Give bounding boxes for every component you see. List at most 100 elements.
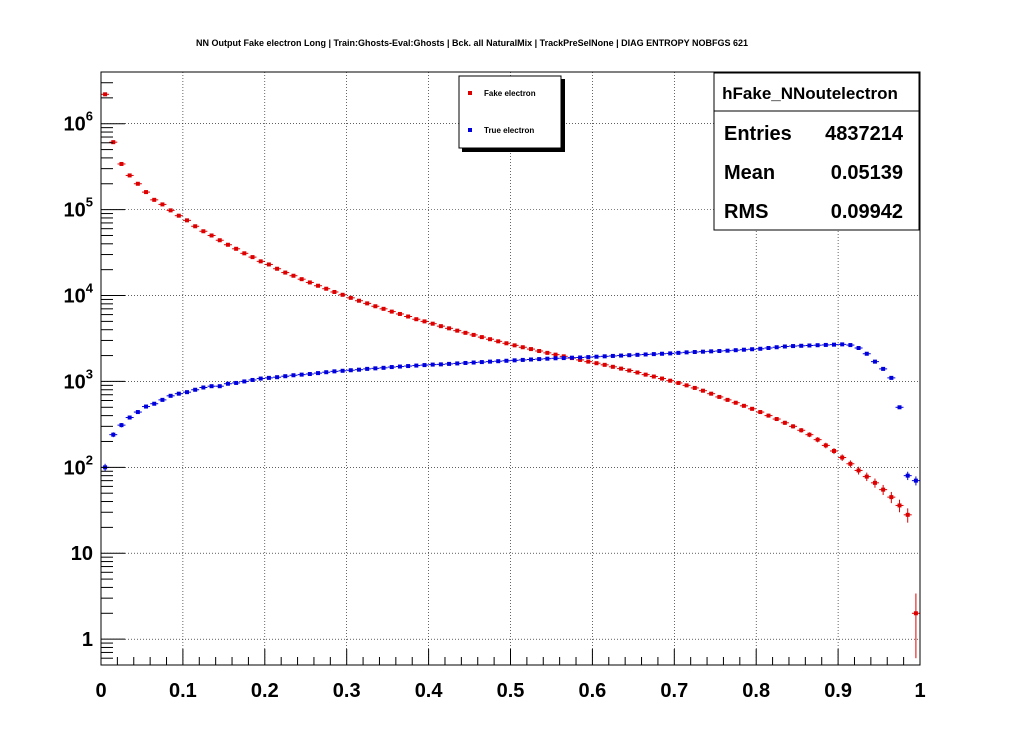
data-point-true bbox=[741, 347, 746, 352]
data-point-true bbox=[471, 360, 476, 365]
data-point-fake bbox=[750, 406, 755, 411]
data-point-true bbox=[692, 350, 697, 355]
x-tick-label: 0 bbox=[95, 680, 106, 702]
data-point-fake bbox=[782, 420, 787, 425]
data-point-true bbox=[356, 367, 361, 372]
data-point-true bbox=[488, 359, 493, 364]
data-point-fake bbox=[496, 339, 501, 344]
data-point-fake bbox=[864, 474, 869, 479]
stats-box-frame bbox=[713, 72, 920, 231]
data-point-fake bbox=[160, 202, 165, 207]
data-point-fake bbox=[209, 233, 214, 238]
data-point-true bbox=[832, 342, 837, 347]
y-tick-label: 104 bbox=[64, 281, 94, 308]
data-point-fake bbox=[537, 349, 542, 354]
data-point-true bbox=[414, 363, 419, 368]
data-point-true bbox=[856, 345, 861, 350]
data-point-true bbox=[758, 346, 763, 351]
data-point-true bbox=[348, 368, 353, 373]
data-point-true bbox=[168, 393, 173, 398]
data-point-fake bbox=[832, 448, 837, 453]
data-point-fake bbox=[602, 362, 607, 367]
data-point-fake bbox=[488, 337, 493, 342]
data-point-fake bbox=[586, 359, 591, 364]
data-point-fake bbox=[406, 314, 411, 319]
data-point-true bbox=[643, 352, 648, 357]
data-point-fake bbox=[144, 190, 149, 195]
data-point-true bbox=[430, 362, 435, 367]
data-point-true bbox=[668, 351, 673, 356]
data-point-fake bbox=[807, 432, 812, 437]
data-point-fake bbox=[455, 328, 460, 333]
data-point-fake bbox=[512, 343, 517, 348]
data-point-true bbox=[283, 374, 288, 379]
y-tick-label: 10 bbox=[71, 543, 93, 565]
data-point-true bbox=[733, 348, 738, 353]
x-tick-label: 0.8 bbox=[742, 680, 770, 702]
data-point-true bbox=[127, 415, 132, 420]
data-point-true bbox=[160, 397, 165, 402]
data-point-true bbox=[897, 405, 902, 410]
data-point-fake bbox=[758, 410, 763, 415]
x-tick-label: 0.2 bbox=[251, 680, 279, 702]
data-point-true bbox=[864, 351, 869, 356]
data-point-true bbox=[823, 342, 828, 347]
data-point-fake bbox=[225, 242, 230, 247]
data-point-fake bbox=[660, 376, 665, 381]
data-point-true bbox=[619, 353, 624, 358]
data-point-true bbox=[561, 356, 566, 361]
data-point-true bbox=[496, 359, 501, 364]
data-point-fake bbox=[201, 229, 206, 234]
data-point-fake bbox=[373, 304, 378, 309]
data-point-fake bbox=[643, 372, 648, 377]
x-tick-label: 0.1 bbox=[169, 680, 197, 702]
data-point-true bbox=[135, 410, 140, 415]
data-point-true bbox=[438, 362, 443, 367]
data-point-fake bbox=[553, 352, 558, 357]
data-point-fake bbox=[774, 417, 779, 422]
data-point-true bbox=[700, 349, 705, 354]
data-point-true bbox=[193, 387, 198, 392]
data-point-fake bbox=[381, 306, 386, 311]
legend-marker-true bbox=[468, 128, 472, 132]
data-point-fake bbox=[856, 468, 861, 473]
stats-entries-label: Entries bbox=[724, 123, 792, 145]
data-point-true bbox=[316, 371, 321, 376]
chart-title: NN Output Fake electron Long | Train:Gho… bbox=[196, 38, 748, 48]
data-point-true bbox=[258, 376, 263, 381]
data-point-fake bbox=[717, 394, 722, 399]
data-point-fake bbox=[332, 289, 337, 294]
data-point-fake bbox=[676, 380, 681, 385]
data-point-fake bbox=[872, 480, 877, 485]
data-point-fake bbox=[610, 364, 615, 369]
y-tick-label: 1 bbox=[82, 629, 93, 651]
data-point-fake bbox=[414, 317, 419, 322]
data-point-fake bbox=[283, 270, 288, 275]
x-tick-label: 1 bbox=[914, 680, 925, 702]
data-point-fake bbox=[438, 324, 443, 329]
data-point-true bbox=[553, 356, 558, 361]
x-tick-label: 0.7 bbox=[660, 680, 688, 702]
stats-rms-value: 0.09942 bbox=[831, 201, 903, 223]
data-point-true bbox=[717, 349, 722, 354]
data-point-true bbox=[365, 366, 370, 371]
data-point-fake bbox=[397, 311, 402, 316]
data-point-fake bbox=[119, 161, 124, 166]
data-point-fake bbox=[242, 251, 247, 256]
data-point-true bbox=[406, 364, 411, 369]
data-point-fake bbox=[430, 321, 435, 326]
data-point-fake bbox=[266, 262, 271, 267]
data-point-fake bbox=[635, 370, 640, 375]
data-point-fake bbox=[668, 378, 673, 383]
data-point-true bbox=[840, 342, 845, 347]
data-point-true bbox=[684, 350, 689, 355]
data-point-true bbox=[528, 357, 533, 362]
data-point-fake bbox=[356, 298, 361, 303]
data-point-true bbox=[111, 432, 116, 437]
data-point-fake bbox=[528, 347, 533, 352]
data-point-fake bbox=[905, 512, 910, 517]
data-point-true bbox=[905, 473, 910, 478]
stats-mean-value: 0.05139 bbox=[831, 162, 903, 184]
data-point-true bbox=[373, 366, 378, 371]
